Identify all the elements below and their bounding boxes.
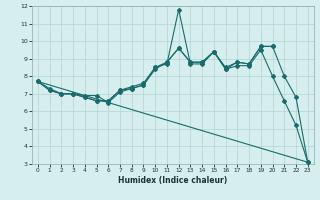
X-axis label: Humidex (Indice chaleur): Humidex (Indice chaleur): [118, 176, 228, 185]
